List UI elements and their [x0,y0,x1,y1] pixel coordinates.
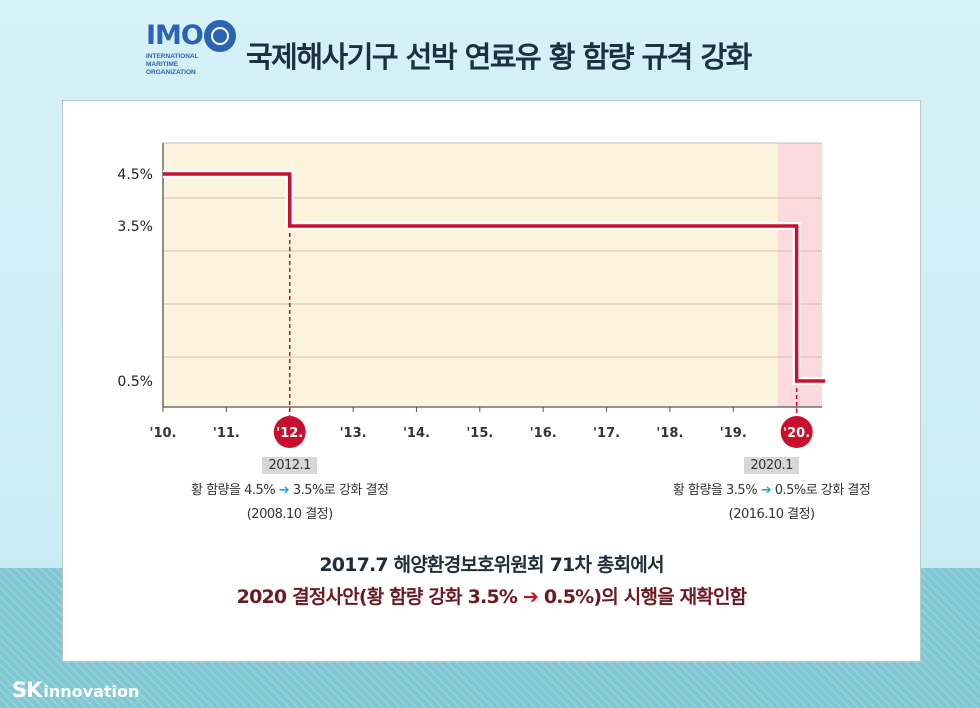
x-tick-highlight [273,416,306,448]
summary-line-2-a: 2020 결정사안(황 함량 강화 3.5% [236,586,518,608]
x-tick-label: '14. [403,426,430,441]
annotation-from: 황 함량을 3.5% [672,483,758,498]
x-tick-label: '10. [149,426,176,441]
imo-logo-line: ORGANIZATION [146,69,196,76]
y-tick-label: 3.5% [117,219,153,235]
x-tick-label: '19. [720,426,747,441]
summary-line-2: 2020 결정사안(황 함량 강화 3.5% ➔ 0.5%)의 시행을 재확인함 [63,581,920,613]
imo-logo-letters: IMO [146,20,204,51]
x-tick-label: '20. [783,426,810,441]
imo-logo-line: MARITIME [146,61,179,68]
x-tick-label: '11. [213,426,240,441]
annotation-to: 3.5%로 강화 결정 [292,483,389,498]
x-tick-label: '13. [340,426,367,441]
y-tick-label: 4.5% [117,167,153,183]
annotation-to: 0.5%로 강화 결정 [774,483,871,498]
x-tick-label: '18. [656,426,683,441]
sk-logo-mark: SK [12,678,42,702]
sk-logo-text: innovation [43,682,140,701]
annotation-2012: 2012.1 황 함량을 4.5% ➔ 3.5%로 강화 결정 (2008.10… [150,457,430,522]
x-tick-label: '16. [530,426,557,441]
arrow-right-icon: ➔ [278,483,290,498]
imo-emblem-icon [204,20,236,52]
summary-line-1: 2017.7 해양환경보호위원회 71차 총회에서 [319,554,664,576]
annotation-text: 황 함량을 3.5% ➔ 0.5%로 강화 결정 [622,479,922,498]
plot-background [163,143,822,407]
imo-logo: IMO INTERNATIONAL MARITIME ORGANIZATION [146,20,236,84]
annotation-from: 황 함량을 4.5% [191,483,276,498]
summary-note: 2017.7 해양환경보호위원회 71차 총회에서 2020 결정사안(황 함량… [63,549,920,613]
annotation-date: 2012.1 [262,457,317,474]
sk-innovation-logo: SK innovation [12,678,139,702]
x-tick-label: '15. [466,426,493,441]
annotation-text: 황 함량을 4.5% ➔ 3.5%로 강화 결정 [150,479,430,498]
x-tick-label: '17. [593,426,620,441]
arrow-right-icon: ➔ [522,586,539,608]
header: IMO INTERNATIONAL MARITIME ORGANIZATION … [0,0,980,100]
page-title: 국제해사기구 선박 연료유 황 함량 규격 강화 [246,40,752,74]
annotation-date: 2020.1 [744,457,799,474]
arrow-right-icon: ➔ [760,483,772,498]
chart-card: 4.5% 3.5% 0.5% '10. '11. '12. '13. '14. '15. '16.… [62,100,921,662]
step-chart: 4.5% 3.5% 0.5% '10. '11. '12. '13. '14. '15. '16.… [117,142,826,448]
imo-logo-line: INTERNATIONAL [146,53,199,60]
series-line [163,172,826,383]
annotation-2020: 2020.1 황 함량을 3.5% ➔ 0.5%로 강화 결정 (2016.10… [622,457,922,522]
summary-line-2-b: 0.5%)의 시행을 재확인함 [543,586,747,608]
x-tick-highlight [780,416,813,448]
x-tick-label: '12. [276,426,303,441]
annotation-sub: (2016.10 결정) [728,507,815,522]
imo-logo-subtitle: INTERNATIONAL MARITIME ORGANIZATION [146,53,236,77]
y-tick-label: 0.5% [117,374,153,390]
annotation-sub: (2008.10 결정) [246,507,333,522]
